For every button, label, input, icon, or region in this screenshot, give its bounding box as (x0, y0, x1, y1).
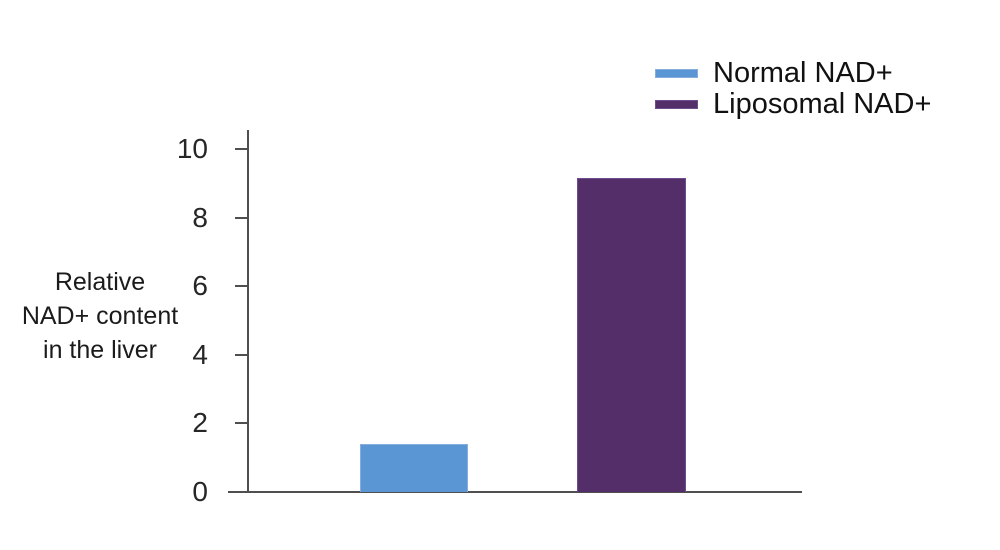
legend-label: Normal NAD+ (713, 57, 893, 89)
y-tick-mark (235, 353, 248, 356)
y-tick-label: 6 (192, 270, 208, 302)
legend-swatch-icon (655, 69, 698, 78)
y-axis-line (247, 130, 249, 492)
y-tick-label: 2 (192, 407, 208, 439)
legend-item: Normal NAD+ (655, 58, 931, 89)
y-axis-title-line: in the liver (43, 336, 157, 364)
legend-label: Liposomal NAD+ (713, 88, 932, 120)
y-tick-label: 8 (192, 201, 208, 233)
y-axis-title: Relative NAD+ content in the liver (0, 265, 200, 367)
x-axis-line (228, 491, 802, 493)
bar-normal-nad- (360, 443, 468, 492)
y-tick-mark (235, 216, 248, 219)
y-tick-mark (235, 285, 248, 288)
y-tick-label: 10 (176, 133, 208, 164)
chart-legend: Normal NAD+ Liposomal NAD+ (655, 58, 931, 120)
y-tick-mark (235, 422, 248, 425)
y-axis-title-line: Relative (54, 268, 146, 296)
y-tick-label: 0 (192, 476, 208, 507)
legend-swatch-icon (655, 100, 698, 109)
bar-liposomal-nad- (577, 178, 686, 492)
y-tick-label: 4 (192, 338, 208, 370)
y-tick-mark (235, 148, 248, 150)
legend-item: Liposomal NAD+ (655, 89, 931, 120)
y-axis-title-line: NAD+ content (21, 302, 179, 330)
